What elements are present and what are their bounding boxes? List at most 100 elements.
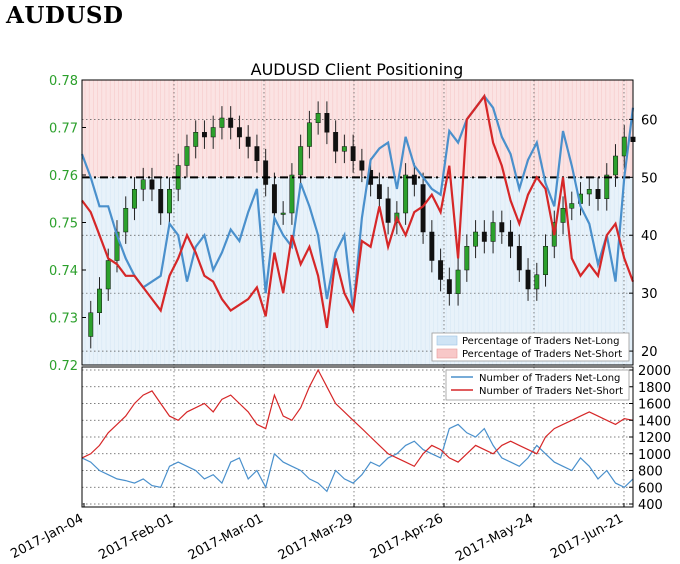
right-tick-label: 1400 (638, 414, 671, 429)
price-candle (516, 246, 522, 271)
price-candle (481, 231, 487, 242)
price-candle (586, 189, 592, 195)
x-tick-label: 2017-Apr-26 (368, 511, 446, 562)
legend-label: Percentage of Traders Net-Long (462, 336, 620, 347)
net-long-pct-line (80, 94, 635, 311)
x-tick-label: 2017-Mar-29 (276, 511, 356, 563)
price-candle (184, 146, 190, 166)
price-candle (411, 174, 417, 185)
price-candle (245, 136, 251, 147)
price-candle (613, 155, 618, 176)
right-tick-label: 2000 (638, 364, 671, 379)
price-candle (473, 231, 479, 247)
price-candle (595, 189, 601, 199)
price-candle (621, 136, 627, 157)
x-tick-label: 2017-Feb-01 (96, 511, 175, 563)
price-candle (280, 212, 286, 215)
price-candle (560, 208, 566, 223)
price-candle (499, 222, 505, 233)
price-candle (271, 184, 277, 214)
legend-label: Number of Traders Net-Short (479, 386, 623, 397)
right-tick-label: 30 (641, 287, 658, 302)
legend-bottom: Number of Traders Net-Long Number of Trad… (445, 369, 630, 401)
right-tick-label: 40 (641, 229, 658, 244)
price-candle (490, 222, 496, 242)
legend-label: Number of Traders Net-Long (479, 373, 620, 384)
price-candle (534, 274, 540, 290)
legend-box (431, 332, 630, 362)
price-candle (201, 132, 207, 138)
price-candle (306, 122, 312, 147)
legend-swatch-long (436, 335, 458, 346)
net-short-count-line (81, 368, 634, 468)
right-tick-label: 1200 (638, 431, 671, 446)
price-candle (123, 208, 129, 233)
price-candle (298, 146, 304, 176)
price-candle (158, 189, 164, 214)
right-tick-label: 1600 (638, 398, 671, 413)
price-candle (543, 246, 548, 275)
left-tick-label: 0.75 (49, 217, 78, 232)
price-candle (324, 113, 330, 133)
price-candle (289, 174, 295, 214)
price-candle (219, 117, 225, 128)
price-candle (88, 312, 94, 337)
price-candle (236, 127, 242, 138)
price-candle (403, 174, 409, 214)
price-candle (263, 160, 269, 185)
x-tick-label: 2017-Jan-04 (8, 511, 85, 562)
right-tick-label: 600 (638, 481, 663, 496)
price-candle (167, 189, 172, 214)
price-candle (97, 288, 102, 313)
price-candle (315, 113, 321, 123)
right-tick-label: 800 (638, 465, 663, 480)
price-candle (193, 132, 199, 147)
left-tick-label: 0.76 (49, 169, 78, 184)
price-candle (569, 203, 575, 209)
price-candle (429, 231, 435, 261)
price-candle (149, 179, 155, 190)
left-tick-label: 0.78 (49, 74, 78, 89)
legend-swatch-short (436, 348, 458, 359)
price-candle (385, 198, 391, 223)
right-tick-label: 50 (641, 171, 658, 186)
left-tick-label: 0.77 (49, 122, 78, 137)
right-tick-label: 60 (641, 113, 658, 128)
right-tick-label: 1800 (638, 381, 671, 396)
right-tick-label: 1000 (638, 448, 671, 463)
price-candle (140, 179, 146, 190)
legend-box (445, 369, 630, 401)
price-candle (604, 174, 610, 199)
price-candle (254, 146, 260, 161)
x-tick-label: 2017-Jun-21 (548, 511, 626, 562)
price-candle (132, 189, 137, 209)
left-tick-label: 0.72 (49, 359, 78, 374)
net-long-count-line (81, 423, 634, 493)
price-candle (350, 146, 356, 161)
price-candle (438, 260, 444, 280)
legend-label: Percentage of Traders Net-Short (462, 349, 622, 360)
price-candle (446, 279, 452, 294)
x-tick-label: 2017-Mar-01 (186, 511, 266, 563)
price-candle (376, 184, 382, 199)
price-candle (508, 231, 514, 247)
price-candle (210, 127, 216, 138)
price-candle (105, 260, 111, 290)
price-candle (341, 146, 347, 152)
price-candle (464, 246, 470, 271)
x-tick-label: 2017-May-24 (453, 511, 536, 564)
price-candle (525, 269, 531, 290)
price-candle (359, 160, 365, 171)
legend-top: Percentage of Traders Net-Long Percentage… (431, 332, 630, 362)
left-tick-label: 0.73 (49, 312, 78, 327)
net-short-pct-line (81, 93, 635, 329)
page-heading: AUDUSD (6, 2, 124, 29)
price-candle (228, 117, 234, 128)
price-candle (333, 132, 339, 152)
right-tick-label: 400 (638, 498, 663, 513)
left-tick-label: 0.74 (49, 264, 78, 279)
right-tick-label: 20 (641, 345, 658, 360)
chart-title: AUDUSD Client Positioning (251, 60, 464, 79)
price-candle (455, 269, 461, 294)
